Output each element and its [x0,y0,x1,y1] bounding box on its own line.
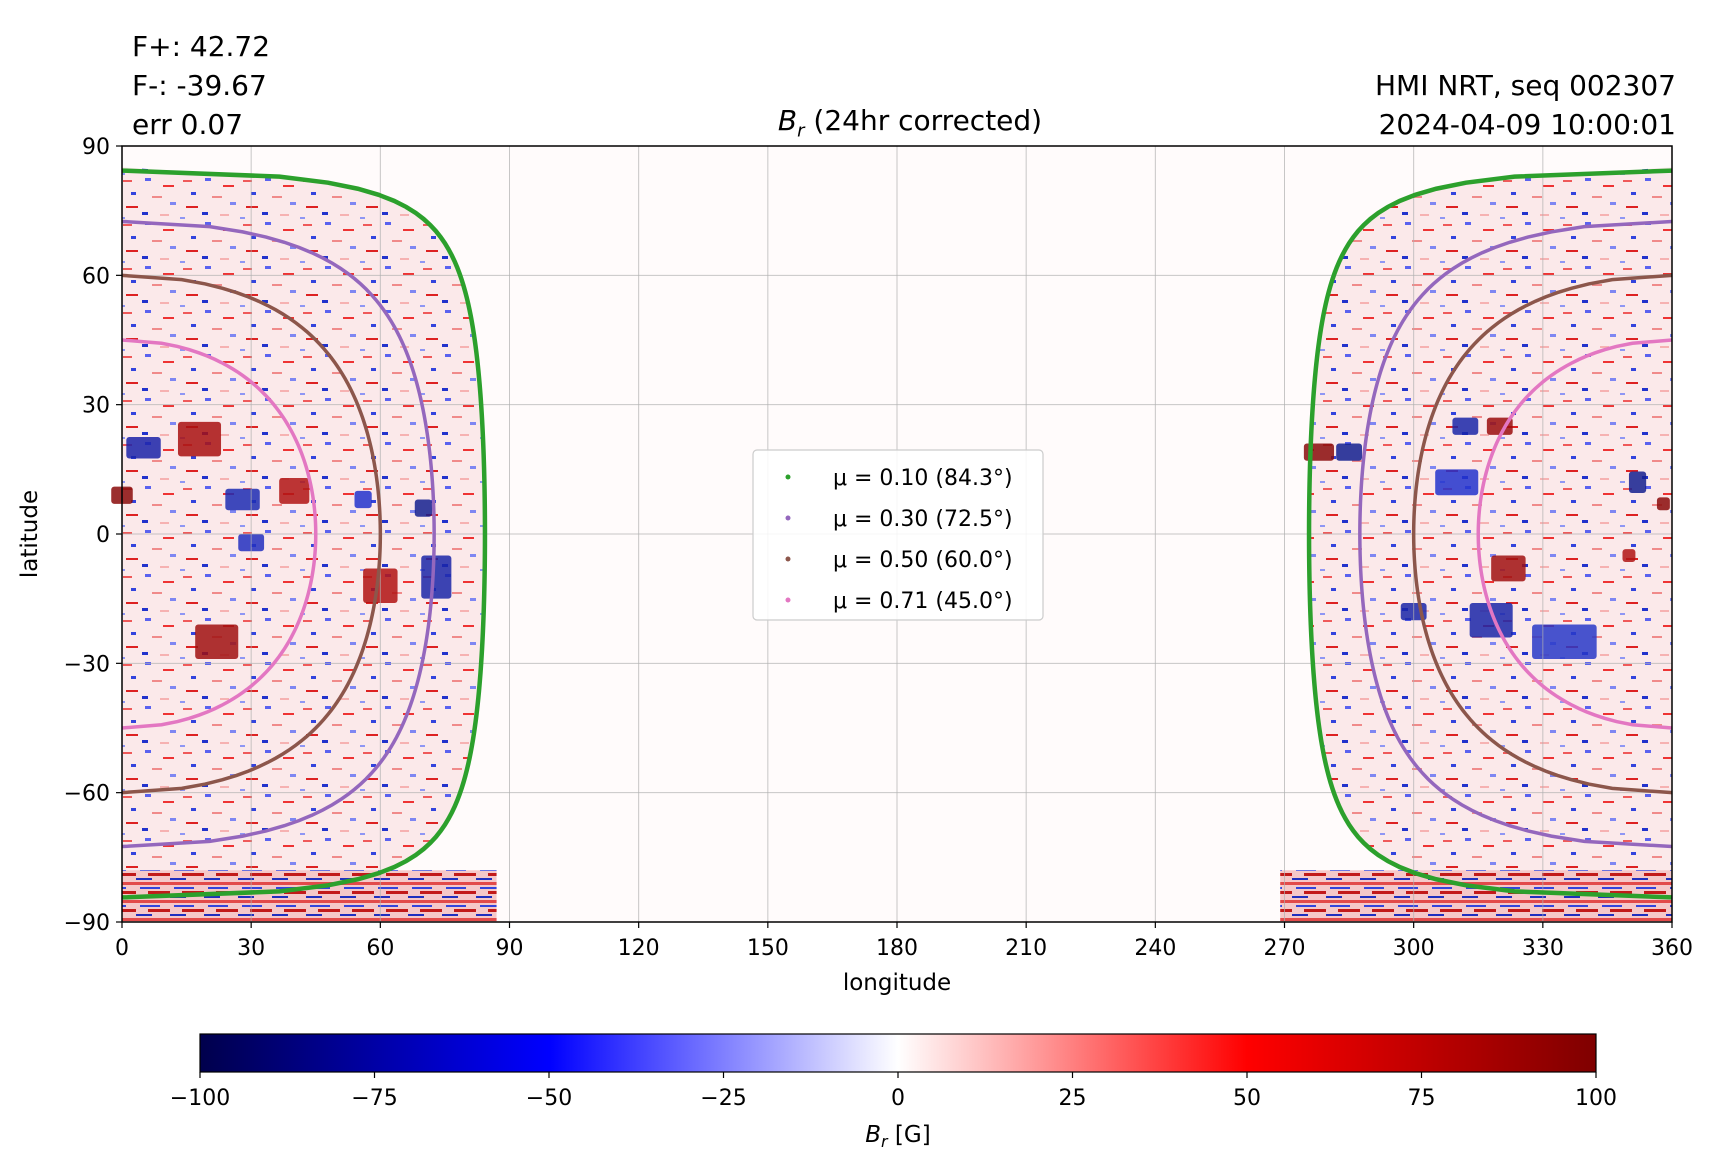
colorbar-tick-label: 25 [1059,1086,1087,1111]
active-region-patch [1336,443,1362,461]
mu-contour-east [1411,273,1673,795]
title-text: (24hr corrected) [804,104,1043,137]
x-tick-label: 330 [1522,936,1564,961]
active-region-patch [414,499,432,517]
colorbar-tick-label: −25 [700,1086,746,1111]
mu-contour-east [1306,168,1673,900]
y-tick-label: 60 [82,264,110,289]
active-region-patch [126,437,161,459]
colorbar-tick-label: 50 [1233,1086,1261,1111]
colorbar-gradient [199,1033,1597,1073]
mu-contour-west [121,168,488,900]
active-region-patch [1656,497,1670,511]
active-region-patch [1452,417,1479,435]
colorbar-label: Br [G] [865,1122,930,1151]
y-tick-label: −90 [64,911,110,936]
mu-contour-west [121,338,318,730]
y-tick-label: −60 [64,782,110,807]
colorbar-tick-label: 0 [891,1086,905,1111]
colorbar: −100 −75 −50 −25 0 25 50 75 100 Br [G] [170,1033,1617,1151]
x-tick-label: 270 [1264,936,1306,961]
chart-title: Br (24hr corrected) [740,104,1080,142]
flux-negative: F-: -39.67 [132,69,267,102]
active-region-patch [279,477,310,504]
instrument-label: HMI NRT, seq 002307 [1374,69,1676,102]
y-tick-label: 30 [82,394,110,419]
timestamp-label: 2024-04-09 10:00:01 [1378,108,1676,141]
title-subscript: r [797,120,805,142]
mu-contour-east [1358,219,1673,849]
mu-contour-west [121,273,383,795]
y-tick-label: 90 [82,135,110,160]
legend-label: μ = 0.30 (72.5°) [833,507,1013,532]
title-symbol: B [777,104,798,137]
active-region-patch [225,488,260,511]
x-tick-label: 300 [1393,936,1435,961]
legend-marker [785,556,791,562]
active-region-patch [177,421,222,457]
legend-label: μ = 0.10 (84.3°) [833,466,1013,491]
mu-contour-east [1476,338,1673,730]
active-region-patch [1622,549,1636,563]
active-region-patch [195,624,239,660]
error-value: err 0.07 [132,108,244,141]
active-region-patch [421,555,452,599]
x-tick-label: 60 [366,936,394,961]
colorbar-tick-label: 75 [1408,1086,1436,1111]
x-tick-label: 120 [618,936,660,961]
colorbar-tick-label: 100 [1575,1086,1617,1111]
x-tick-label: 0 [115,936,129,961]
legend-marker [785,597,791,603]
legend-label: μ = 0.71 (45.0°) [833,589,1013,614]
axes: 0 30 60 90 120 150 180 210 240 270 300 330 360906030… [17,135,1693,996]
mu-contour-west [121,219,436,849]
x-tick-label: 90 [496,936,524,961]
active-region-patch [1469,602,1513,638]
colorbar-tick-label: −100 [170,1086,230,1111]
legend-label: μ = 0.50 (60.0°) [833,548,1013,573]
y-axis-label: latitude [17,490,43,578]
y-tick-label: 0 [96,523,110,548]
active-region-patch [1628,471,1647,494]
x-tick-label: 30 [237,936,265,961]
legend-marker [785,515,791,521]
x-tick-label: 360 [1651,936,1693,961]
colorbar-tick-label: −75 [351,1086,397,1111]
mu-contours [121,168,1673,900]
legend: μ = 0.10 (84.3°) μ = 0.30 (72.5°) μ = 0.50… [752,449,1044,621]
x-tick-label: 150 [747,936,789,961]
active-region-patch [1435,469,1479,496]
legend-box [752,449,1044,621]
flux-positive: F+: 42.72 [132,30,271,63]
x-tick-label: 210 [1005,936,1047,961]
active-region-patch [1532,624,1597,660]
active-region-patch [354,490,372,509]
y-tick-label: −30 [64,652,110,677]
active-region-patch [1491,555,1526,582]
x-tick-label: 240 [1134,936,1176,961]
x-axis-label: longitude [843,970,951,996]
x-tick-label: 180 [876,936,918,961]
colorbar-tick-label: −50 [526,1086,572,1111]
legend-marker [785,474,791,480]
